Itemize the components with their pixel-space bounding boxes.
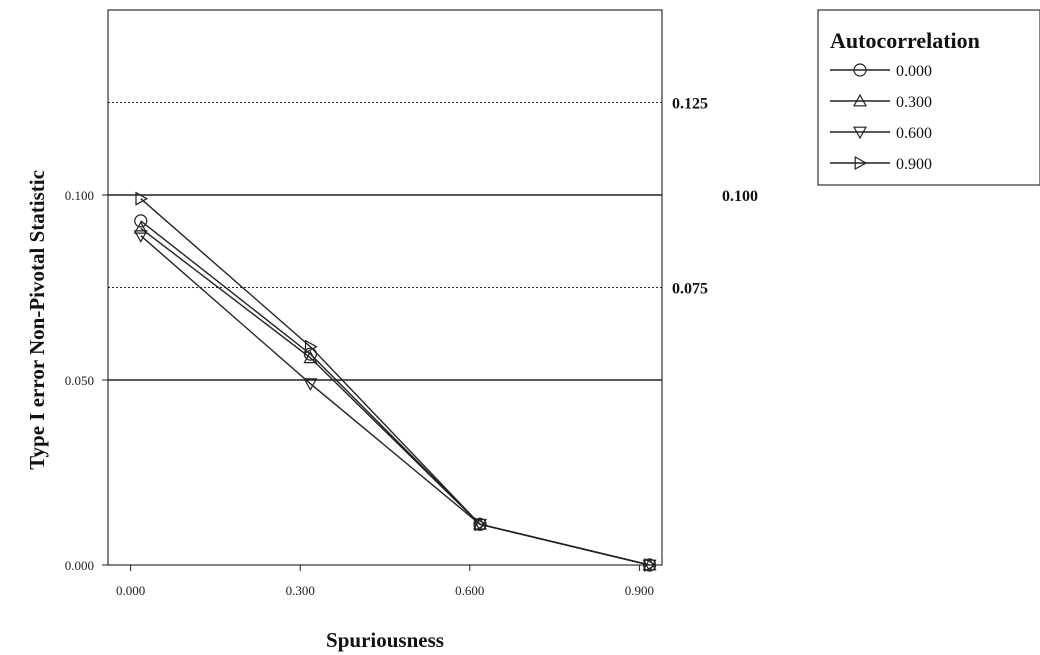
legend-items: 0.000 0.300 0.600 0.900 <box>830 63 932 173</box>
data-point <box>135 191 149 206</box>
y-tick-label: 0.050 <box>65 373 94 388</box>
series-line-0.900 <box>140 198 650 566</box>
x-tick-label: 0.600 <box>455 583 484 598</box>
legend-title: Autocorrelation <box>830 28 980 53</box>
series-lines <box>140 198 650 566</box>
legend-label: 0.900 <box>896 156 932 173</box>
data-point <box>642 559 657 573</box>
legend: Autocorrelation 0.000 0.300 0.600 0.900 <box>817 9 1040 186</box>
legend-box <box>817 9 1040 186</box>
x-axis-ticks: 0.000 0.300 0.600 0.900 <box>116 565 654 598</box>
series-line-0.300 <box>140 227 650 566</box>
legend-label: 0.000 <box>896 63 932 80</box>
data-point <box>304 339 318 354</box>
reference-line-label: 0.100 <box>722 188 758 205</box>
x-tick-label: 0.900 <box>625 583 654 598</box>
y-tick-label: 0.100 <box>65 188 94 203</box>
reference-line-label: 0.125 <box>672 96 708 113</box>
y-axis-ticks: 0.000 0.050 0.100 <box>65 188 108 573</box>
data-point <box>133 230 148 243</box>
legend-label: 0.600 <box>896 125 932 142</box>
legend-marker <box>852 126 868 140</box>
reference-lines: 0.125 0.100 0.075 <box>108 96 758 381</box>
legend-marker <box>853 63 867 77</box>
series-line-0.000 <box>140 220 650 566</box>
data-point <box>303 347 317 361</box>
data-point <box>133 221 148 234</box>
series-markers <box>133 191 657 573</box>
x-tick-label: 0.000 <box>116 583 145 598</box>
y-tick-label: 0.000 <box>65 558 94 573</box>
data-point <box>134 214 148 228</box>
data-point <box>303 350 318 364</box>
x-tick-label: 0.300 <box>286 583 315 598</box>
legend-marker <box>854 155 868 171</box>
legend-marker <box>852 93 868 107</box>
data-point <box>474 517 488 532</box>
data-point <box>472 518 487 532</box>
reference-line-label: 0.075 <box>672 281 708 298</box>
legend-label: 0.300 <box>896 94 932 111</box>
series-line-0.600 <box>140 235 650 566</box>
data-point <box>303 378 318 391</box>
data-point <box>644 557 657 573</box>
x-axis-title: Spuriousness <box>326 628 444 652</box>
y-axis-title: Type I error Non-Pivotal Statistic <box>25 170 49 470</box>
